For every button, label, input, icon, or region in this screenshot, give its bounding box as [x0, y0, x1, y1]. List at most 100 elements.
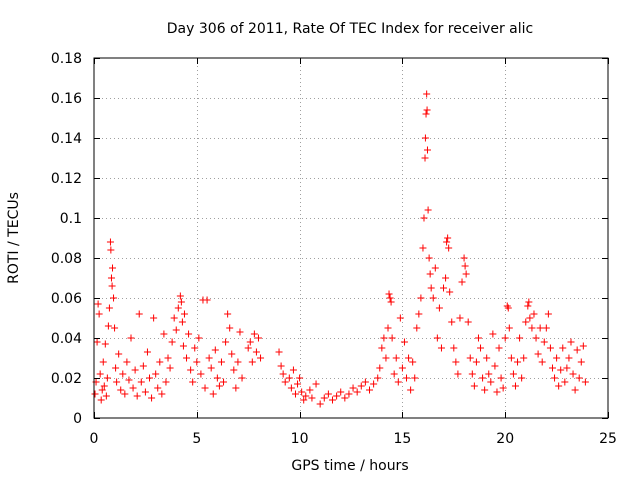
- data-point: [579, 342, 587, 350]
- data-point: [534, 350, 542, 358]
- data-point: [333, 392, 341, 400]
- data-point: [448, 318, 456, 326]
- data-point: [108, 282, 116, 290]
- data-point: [127, 334, 135, 342]
- data-point: [236, 328, 244, 336]
- data-point: [109, 264, 117, 272]
- data-point: [220, 378, 228, 386]
- data-point: [102, 392, 110, 400]
- data-point: [207, 364, 215, 372]
- data-point: [413, 324, 421, 332]
- data-point: [203, 296, 211, 304]
- data-point: [101, 340, 109, 348]
- data-point: [294, 380, 302, 388]
- data-point: [536, 324, 544, 332]
- data-point: [152, 370, 160, 378]
- data-point: [137, 378, 145, 386]
- data-point: [195, 334, 203, 342]
- data-point: [525, 298, 533, 306]
- data-point: [425, 254, 433, 262]
- data-point: [172, 326, 180, 334]
- data-point: [107, 274, 115, 282]
- data-point: [146, 374, 154, 382]
- data-point: [417, 294, 425, 302]
- data-point: [244, 344, 252, 352]
- data-point: [357, 382, 365, 390]
- data-point: [505, 324, 513, 332]
- data-point: [141, 388, 149, 396]
- data-point: [291, 390, 299, 398]
- data-point: [191, 344, 199, 352]
- data-point: [234, 358, 242, 366]
- data-point: [376, 364, 384, 372]
- data-point: [435, 304, 443, 312]
- data-point: [516, 334, 524, 342]
- chart-title: Day 306 of 2011, Rate Of TEC Index for r…: [167, 21, 533, 37]
- data-point: [197, 370, 205, 378]
- data-point: [409, 358, 417, 366]
- data-point: [341, 394, 349, 402]
- data-point: [458, 278, 466, 286]
- data-point: [420, 214, 428, 222]
- data-point: [193, 358, 201, 366]
- data-point: [91, 390, 99, 398]
- x-tick-label: 15: [393, 431, 411, 447]
- data-point: [174, 304, 182, 312]
- y-tick-label: 0.06: [51, 291, 82, 307]
- data-point: [209, 390, 217, 398]
- data-point: [353, 388, 361, 396]
- y-tick-label: 0.02: [51, 371, 82, 387]
- data-point: [112, 364, 120, 372]
- data-point: [164, 354, 172, 362]
- data-point: [423, 146, 431, 154]
- data-point: [345, 390, 353, 398]
- data-point: [504, 304, 512, 312]
- data-point: [487, 378, 495, 386]
- y-tick-label: 0.14: [51, 131, 82, 147]
- data-point: [561, 378, 569, 386]
- data-point: [474, 334, 482, 342]
- data-point: [405, 354, 413, 362]
- y-tick-label: 0.1: [60, 211, 82, 227]
- y-tick-label: 0.08: [51, 251, 82, 267]
- data-point: [442, 274, 450, 282]
- data-point: [461, 262, 469, 270]
- data-point: [464, 318, 472, 326]
- data-point: [551, 374, 559, 382]
- data-point: [421, 134, 429, 142]
- data-point: [168, 338, 176, 346]
- data-point: [349, 384, 357, 392]
- data-point: [387, 298, 395, 306]
- data-point: [530, 310, 538, 318]
- data-point: [226, 324, 234, 332]
- data-point: [178, 318, 186, 326]
- data-point: [540, 338, 548, 346]
- data-point: [179, 342, 187, 350]
- data-point: [382, 354, 390, 362]
- data-point: [509, 370, 517, 378]
- data-point: [213, 374, 221, 382]
- data-point: [113, 378, 121, 386]
- y-tick-label: 0: [73, 411, 82, 427]
- data-point: [427, 284, 435, 292]
- x-tick-label: 5: [192, 431, 201, 447]
- data-point: [495, 344, 503, 352]
- data-point: [281, 378, 289, 386]
- data-point: [567, 338, 575, 346]
- data-point: [514, 358, 522, 366]
- y-tick-labels: 0 0.02 0.04 0.06 0.08 0.1 0.12 0.14 0.16 0.18: [51, 51, 82, 427]
- data-point: [160, 330, 168, 338]
- data-point: [544, 310, 552, 318]
- data-point: [104, 322, 112, 330]
- x-tick-label: 10: [291, 431, 309, 447]
- data-point: [423, 90, 431, 98]
- data-point: [176, 292, 184, 300]
- data-point: [472, 358, 480, 366]
- data-point: [424, 206, 432, 214]
- data-point: [407, 386, 415, 394]
- data-points: [91, 90, 589, 408]
- data-point: [248, 358, 256, 366]
- data-point: [380, 334, 388, 342]
- data-point: [456, 314, 464, 322]
